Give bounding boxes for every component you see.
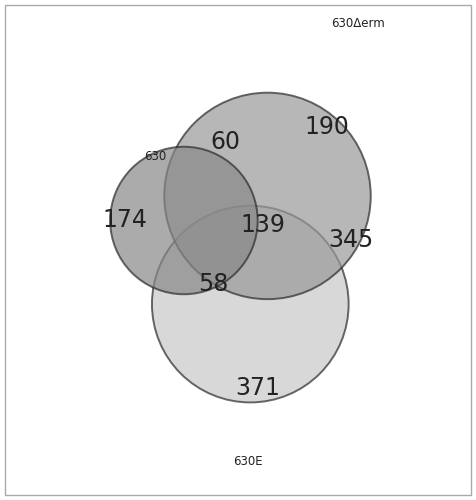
Text: 190: 190 (304, 115, 349, 139)
Circle shape (152, 206, 348, 402)
Circle shape (164, 92, 371, 299)
Text: 58: 58 (198, 272, 228, 296)
Text: 630Δerm: 630Δerm (331, 18, 385, 30)
Text: 139: 139 (240, 214, 285, 238)
Text: 174: 174 (102, 208, 148, 233)
Text: 60: 60 (211, 130, 241, 154)
Text: 630: 630 (145, 150, 167, 163)
Text: 345: 345 (328, 228, 374, 252)
Text: 371: 371 (235, 376, 280, 400)
Circle shape (110, 146, 258, 294)
Text: 630E: 630E (233, 455, 263, 468)
